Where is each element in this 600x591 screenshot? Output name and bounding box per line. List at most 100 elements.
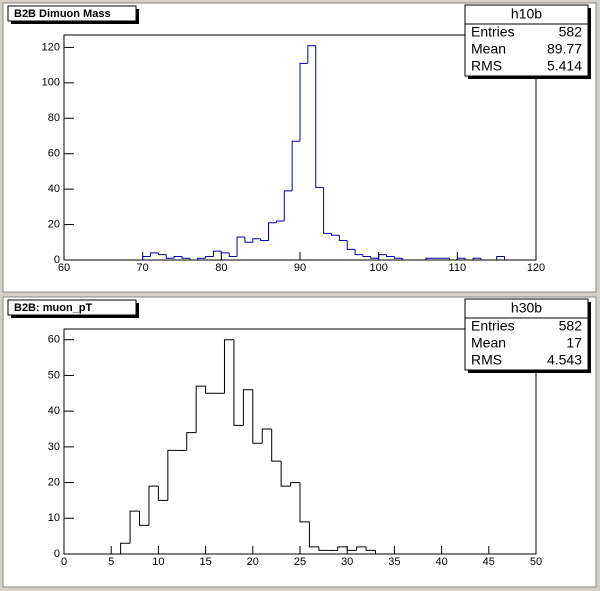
hist-bin xyxy=(261,428,272,444)
x-tick-label: 40 xyxy=(435,556,447,568)
hist-bin xyxy=(173,255,182,259)
hist-bin xyxy=(165,254,175,259)
hist-bin xyxy=(299,62,308,142)
x-tick-label: 5 xyxy=(108,556,114,568)
hist-bin xyxy=(386,254,395,257)
x-tick-label: 90 xyxy=(294,262,306,274)
x-tick-label: 60 xyxy=(58,262,70,274)
stats-value: 582 xyxy=(559,24,583,40)
hist-bin xyxy=(148,485,159,526)
hist-bin xyxy=(142,255,151,260)
stats-label: Mean xyxy=(471,335,506,351)
stats-label: RMS xyxy=(471,58,502,74)
hist-bin xyxy=(260,238,269,242)
hist-bin xyxy=(338,235,348,242)
hist-bin xyxy=(330,233,340,236)
hist-bin xyxy=(323,187,332,234)
stats-name: h30b xyxy=(511,300,542,316)
hist-bin xyxy=(370,256,379,259)
hist-bin xyxy=(365,546,376,551)
y-tick-label: 100 xyxy=(42,77,60,89)
hist-bin xyxy=(186,432,197,451)
y-tick-label: 20 xyxy=(48,218,60,230)
hist-bin xyxy=(150,252,159,257)
hist-bin xyxy=(220,251,230,254)
hist-bin xyxy=(337,546,348,551)
hist-bin xyxy=(280,461,291,487)
hist-bin xyxy=(242,389,253,426)
stats-value: 89.77 xyxy=(547,41,582,57)
y-tick-label: 50 xyxy=(48,369,60,381)
y-tick-label: 60 xyxy=(48,148,60,160)
hist-bin xyxy=(283,190,293,222)
hist-bin xyxy=(307,45,316,64)
hist-bin xyxy=(308,521,319,548)
y-tick-label: 10 xyxy=(48,512,60,524)
hist-bin xyxy=(393,256,403,259)
x-tick-label: 80 xyxy=(215,262,227,274)
title: B2B Dimuon Mass xyxy=(14,8,111,20)
hist-bin xyxy=(157,252,167,256)
stats-value: 4.543 xyxy=(547,352,582,368)
y-tick-label: 120 xyxy=(42,41,60,53)
x-tick-label: 25 xyxy=(294,556,306,568)
stats-value: 17 xyxy=(566,335,582,351)
y-tick-label: 0 xyxy=(54,548,60,560)
x-tick-label: 45 xyxy=(483,556,495,568)
hist-bin xyxy=(290,482,300,487)
y-tick-label: 60 xyxy=(48,334,60,346)
hist-bin xyxy=(120,542,131,554)
hist-bin xyxy=(181,256,190,259)
stats-label: Mean xyxy=(471,41,506,57)
x-tick-label: 110 xyxy=(449,262,467,274)
hist-bin xyxy=(362,254,371,257)
stats-label: Entries xyxy=(471,318,515,334)
hist-bin xyxy=(354,249,363,256)
hist-bin xyxy=(472,257,481,260)
hist-bin xyxy=(496,255,505,260)
x-tick-label: 0 xyxy=(61,556,67,568)
hist-bin xyxy=(291,140,300,191)
title-box xyxy=(7,5,137,22)
hist-bin xyxy=(195,385,206,433)
hist-bin xyxy=(233,339,244,426)
hist-bin xyxy=(197,257,206,260)
y-tick-label: 0 xyxy=(54,254,60,266)
x-tick-label: 120 xyxy=(527,262,545,274)
hist-bin xyxy=(236,236,245,257)
hist-bin xyxy=(223,339,234,394)
hist-bin xyxy=(228,252,238,257)
hist-bin xyxy=(205,255,214,259)
hist-bin xyxy=(212,250,222,257)
x-tick-label: 100 xyxy=(369,262,387,274)
hist-bin xyxy=(252,389,263,444)
x-tick-label: 50 xyxy=(530,556,542,568)
hist-bin xyxy=(456,257,466,260)
hist-bin xyxy=(271,429,282,462)
x-tick-label: 10 xyxy=(152,556,164,568)
x-tick-label: 70 xyxy=(137,262,149,274)
hist-bin xyxy=(318,546,329,551)
hist-bin xyxy=(346,546,357,551)
hist-bin xyxy=(378,254,387,259)
stats-label: RMS xyxy=(471,352,502,368)
stats-box xyxy=(464,4,589,77)
hist-bin xyxy=(244,236,253,243)
stats-name: h10b xyxy=(511,6,542,22)
title: B2B: muon_pT xyxy=(14,302,93,314)
x-tick-label: 35 xyxy=(388,556,400,568)
title-box xyxy=(7,299,137,316)
stats-box xyxy=(464,298,589,371)
hist-bin xyxy=(157,486,168,501)
hist-bin xyxy=(252,238,261,243)
y-tick-label: 30 xyxy=(48,441,60,453)
hist-bin xyxy=(346,240,356,250)
stats-label: Entries xyxy=(471,24,515,40)
hist-bin xyxy=(167,449,178,501)
hist-bin xyxy=(425,257,434,260)
x-tick-label: 20 xyxy=(247,556,259,568)
hist-bin xyxy=(275,220,285,223)
y-tick-label: 20 xyxy=(48,476,60,488)
stats-value: 582 xyxy=(559,318,583,334)
